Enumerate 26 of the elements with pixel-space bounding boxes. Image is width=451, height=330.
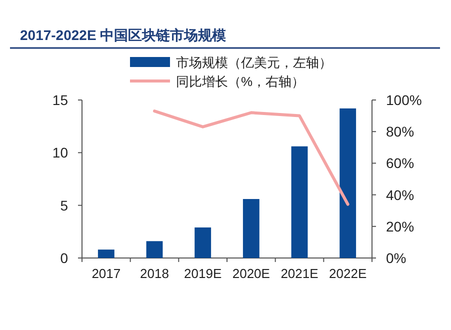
y2-tick-label: 40% — [386, 186, 414, 203]
y-tick-label: 10 — [52, 144, 68, 161]
y2-tick-label: 80% — [386, 124, 414, 140]
y2-tick-label: 0% — [386, 250, 406, 266]
x-tick-label: 2019E — [184, 266, 222, 281]
chart-title: 2017-2022E 中国区块链市场规模 — [20, 27, 228, 43]
bar — [194, 227, 212, 258]
x-tick-label: 2017 — [92, 266, 121, 281]
y-tick-label: 5 — [60, 197, 68, 214]
bar — [98, 250, 114, 258]
x-tick-label: 2022E — [329, 266, 367, 281]
bar — [242, 199, 260, 258]
y-tick-label: 0 — [60, 250, 68, 266]
line-series — [153, 110, 350, 206]
legend-label: 市场规模（亿美元，左轴） — [176, 55, 332, 70]
bar — [146, 241, 163, 258]
y2-tick-label: 20% — [386, 218, 414, 234]
y-tick-label: 15 — [52, 92, 68, 108]
x-tick-label: 2021E — [280, 266, 319, 281]
y2-tick-label: 60% — [386, 155, 414, 172]
bar — [340, 108, 356, 258]
legend-label: 同比增长（%，右轴） — [176, 74, 305, 89]
x-tick-label: 2020E — [232, 266, 270, 281]
bar — [291, 146, 308, 258]
x-tick-label: 2018 — [140, 266, 169, 281]
y2-tick-label: 100% — [386, 92, 422, 108]
